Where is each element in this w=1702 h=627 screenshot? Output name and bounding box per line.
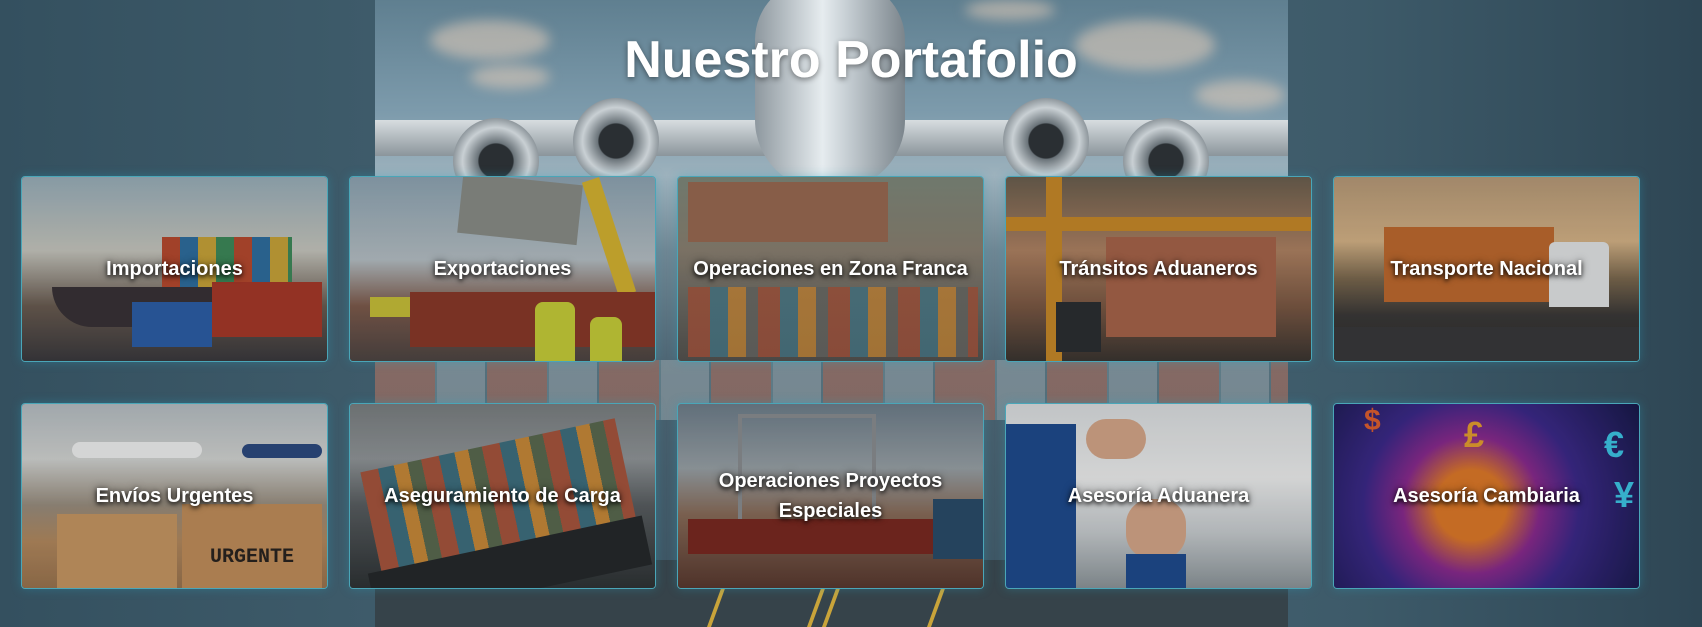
euro-symbol: € [1604,424,1625,465]
page-title: Nuestro Portafolio [624,31,1078,89]
dollar-symbol: $ [1364,404,1381,437]
service-label: Importaciones [106,258,243,280]
service-label: Operaciones en Zona Franca [693,258,968,280]
container-truck-port-image [1006,177,1311,361]
service-card-transitos-aduaneros[interactable]: Tránsitos Aduaneros [1005,176,1312,362]
currency-hand-image: £ € ¥ $ [1334,404,1639,588]
service-label: Envíos Urgentes [95,485,254,507]
urgente-box-text: URGENTE [209,546,294,569]
free-zone-warehouse-image [678,177,983,361]
signing-documents-image [1006,404,1311,588]
highway-truck-image [1334,177,1639,361]
service-card-asesoria-aduanera[interactable]: Asesoría Aduanera [1005,403,1312,589]
heavy-load-truck-image [678,404,983,588]
pound-symbol: £ [1464,414,1485,455]
service-label: Transporte Nacional [1390,258,1583,280]
service-card-transporte-nacional[interactable]: Transporte Nacional [1333,176,1640,362]
service-card-envios-urgentes[interactable]: URGENTE Envíos Urgentes [21,403,328,589]
service-label: Aseguramiento de Carga [384,485,621,507]
service-label: Exportaciones [433,258,572,280]
service-card-exportaciones[interactable]: Exportaciones [349,176,656,362]
yen-symbol: ¥ [1614,474,1635,515]
service-label: Operaciones Proyectos Especiales [718,470,943,522]
service-label: Asesoría Cambiaria [1393,485,1580,507]
crane-loading-image [350,177,655,361]
service-label: Tránsitos Aduaneros [1059,258,1258,280]
service-label: Asesoría Aduanera [1067,485,1250,507]
airport-urgent-boxes-image: URGENTE [22,404,327,588]
service-card-importaciones[interactable]: Importaciones [21,176,328,362]
service-card-asesoria-cambiaria[interactable]: £ € ¥ $ Asesoría Cambiaria [1333,403,1640,589]
service-card-aseguramiento-carga[interactable]: Aseguramiento de Carga [349,403,656,589]
services-grid: Importaciones Exportaciones Operaciones … [21,176,1640,589]
service-card-zona-franca[interactable]: Operaciones en Zona Franca [677,176,984,362]
ship-containers-image [22,177,327,361]
tilted-cargo-ship-image [350,404,655,588]
service-card-proyectos-especiales[interactable]: Operaciones Proyectos Especiales [677,403,984,589]
